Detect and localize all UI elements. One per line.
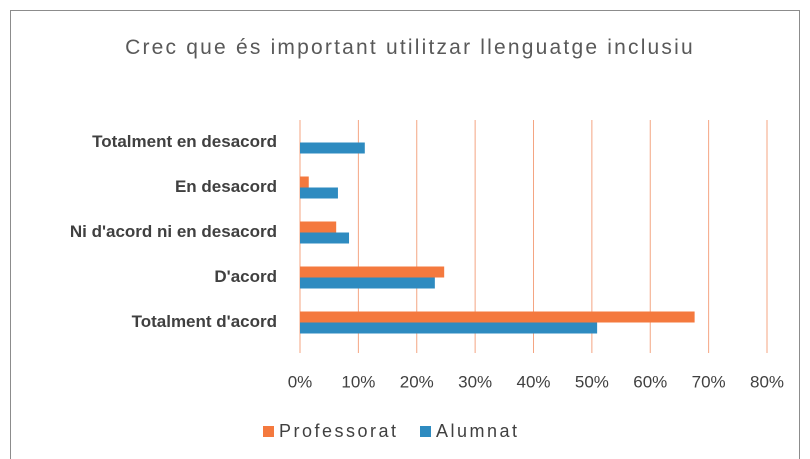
bar xyxy=(300,221,337,233)
bar xyxy=(300,232,350,244)
y-tick-label: D'acord xyxy=(214,267,277,286)
x-tick-label: 80% xyxy=(750,372,784,391)
chart-title: Crec que és important utilitzar llenguat… xyxy=(125,36,695,59)
x-tick-label: 70% xyxy=(692,372,726,391)
bar xyxy=(300,187,338,199)
y-tick-label: En desacord xyxy=(175,177,277,196)
legend-swatch xyxy=(263,426,274,437)
legend-label: Alumnat xyxy=(436,421,520,441)
bar xyxy=(300,277,435,289)
legend-swatch xyxy=(420,426,431,437)
bar xyxy=(300,176,309,188)
bar xyxy=(300,142,365,154)
bar xyxy=(300,322,598,334)
y-tick-label: Totalment en desacord xyxy=(92,132,277,151)
bar xyxy=(300,311,695,323)
chart-frame xyxy=(10,10,800,459)
x-tick-label: 50% xyxy=(575,372,609,391)
y-tick-label: Totalment d'acord xyxy=(132,312,277,331)
x-tick-label: 40% xyxy=(516,372,550,391)
bar xyxy=(300,266,445,278)
x-tick-label: 20% xyxy=(400,372,434,391)
y-tick-label: Ni d'acord ni en desacord xyxy=(70,222,277,241)
legend-label: Professorat xyxy=(279,421,399,441)
x-tick-label: 30% xyxy=(458,372,492,391)
x-tick-label: 0% xyxy=(288,372,313,391)
x-tick-label: 60% xyxy=(633,372,667,391)
x-tick-label: 10% xyxy=(341,372,375,391)
